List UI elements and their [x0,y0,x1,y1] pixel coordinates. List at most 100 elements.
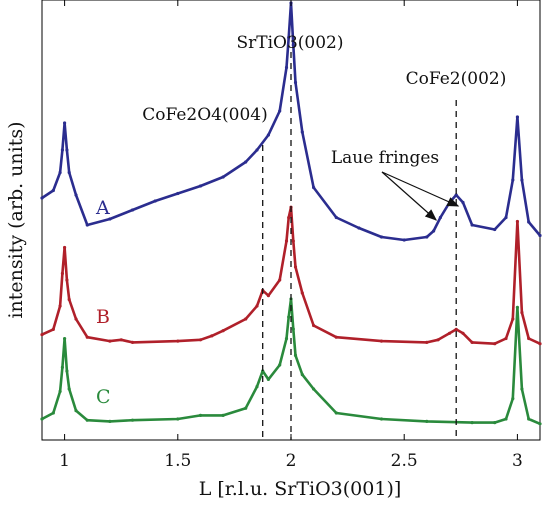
series-b-point [515,219,520,224]
series-c-point [312,387,316,391]
series-c-point [60,365,64,369]
series-b-point [493,342,497,346]
series-b-point [108,339,112,343]
series-c-point [67,387,71,391]
series-c-point [291,327,295,331]
series-c-point [40,417,44,421]
series-a-point [291,43,295,47]
series-b-point [67,297,71,302]
series-b-point [221,329,225,333]
series-a-point [58,170,62,175]
x-tick-label: 2.5 [391,451,418,471]
x-tick-label: 1.5 [164,451,191,471]
series-b-point [447,331,452,335]
series-c-point [198,413,203,417]
series-a-point [85,223,89,227]
series-c-point [284,337,289,341]
series-a-point [60,148,64,152]
series-a-point [153,199,157,203]
x-tick-label: 2 [286,451,297,471]
series-label-a: A [95,197,110,219]
series-b-point [266,294,270,298]
series-c-point [85,418,89,422]
series-a-point [278,109,282,113]
series-a-point [520,178,524,182]
series-b-point [504,336,508,341]
series-a-point [287,35,291,40]
series-a-point [67,170,71,175]
series-b-point [470,340,474,344]
series-a-point [284,65,289,70]
series-b-point [176,339,180,343]
series-c-point [527,417,531,421]
series-c-point [515,305,520,309]
series-a-point [255,148,259,152]
series-a-point [493,227,497,232]
series-c-point [293,353,298,357]
series-a-point [221,175,225,179]
series-a-point [511,178,515,182]
series-c-point [130,418,135,422]
series-a-point [74,193,78,197]
series-b-point [520,310,524,315]
series-c-point [300,373,304,377]
series-a-line [40,1,542,242]
annotations: Laue fringes [331,148,460,221]
series-b-point [379,339,384,343]
series-a-point [515,115,520,119]
series-b-point [284,239,289,243]
series-c-point [176,417,180,421]
series-b-point [436,338,440,342]
series-c-point [255,385,259,389]
annotation-arrow [381,171,460,207]
series-c-point [63,337,67,341]
series-b-point [291,239,295,243]
series-b-point [85,335,89,339]
series-label-c: C [96,386,111,408]
series-a-point [432,229,436,233]
series-b-point [454,327,458,331]
series-b-point [198,338,203,342]
series-b-point [51,327,55,331]
series-c-point [278,363,282,367]
series-b-point [538,342,542,346]
series-a-point [244,160,248,164]
series-a-point [527,220,531,224]
series-c-point [334,411,338,415]
series-b-point [210,334,214,338]
annotation-arrow [381,171,437,221]
series-b-point [278,278,282,282]
series-b-point [300,291,304,295]
series-c-point [504,417,508,421]
series-a-point [504,215,508,220]
series-c-point [51,411,55,415]
series-b-point [65,278,69,282]
series-c-point [74,409,78,413]
reference-line-label: CoFe2O4(004) [142,105,267,125]
series-a-point [108,217,112,221]
series-b-point [425,340,429,344]
series-c-point [244,406,248,410]
series-c-point [425,419,429,423]
series-a-point [438,215,442,220]
series-b-point [119,338,123,342]
series-c-point [287,315,291,319]
series-a-point [357,226,361,230]
annotation-laue-fringes: Laue fringes [331,148,439,168]
x-tick-label: 3 [512,451,523,471]
series-a-point [300,130,304,134]
series-a-point [538,233,542,238]
series-b-point [255,304,259,308]
series-c-point [538,422,542,426]
series-b-point [334,335,338,339]
series-b-point [527,336,531,341]
x-axis-label: L [r.l.u. SrTiO3(001)] [199,478,402,500]
x-axis-ticks: 1 1.5 2 2.5 3 [59,0,523,471]
series-a-point [40,196,44,200]
series-layer: A B C [40,1,542,426]
y-axis-label: intensity (arb. units) [5,121,27,318]
series-c-point [379,417,384,421]
series-a-point [63,121,67,125]
series-c-point [520,387,524,391]
